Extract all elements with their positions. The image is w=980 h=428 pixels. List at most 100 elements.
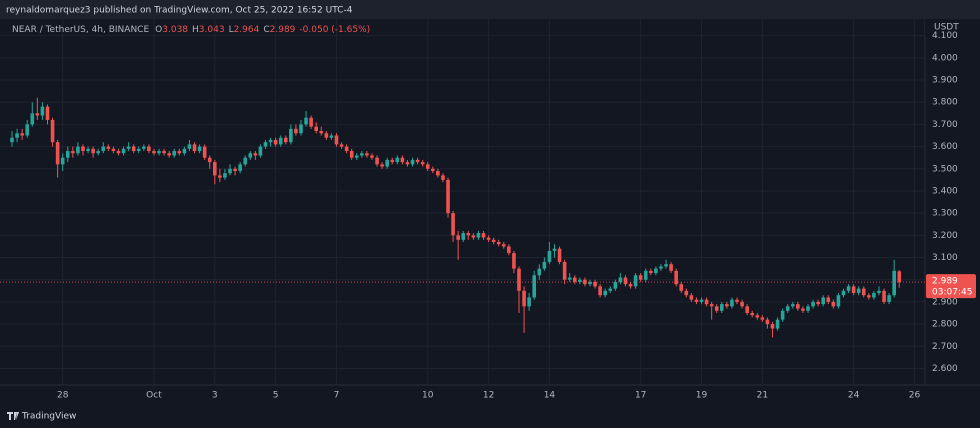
candle-body xyxy=(370,155,374,158)
candle-body xyxy=(40,106,45,116)
candle-body xyxy=(537,268,542,276)
candle-body xyxy=(877,290,881,294)
candle-body xyxy=(425,164,430,169)
candle-body xyxy=(126,146,131,149)
candle-body xyxy=(806,306,810,311)
candle-body xyxy=(385,159,389,167)
candle-body xyxy=(263,142,268,147)
candle-body xyxy=(334,135,339,145)
candle-body xyxy=(527,297,531,307)
candle-body xyxy=(289,128,293,143)
candle-body xyxy=(887,295,891,302)
candle-body xyxy=(456,235,460,240)
candle-body xyxy=(415,159,420,163)
candle-body xyxy=(496,242,501,245)
y-tick-label: 2.800 xyxy=(932,320,958,330)
candle-body xyxy=(659,266,663,269)
candle-body xyxy=(466,233,471,236)
y-tick-label: 2.900 xyxy=(932,297,958,307)
candle-body xyxy=(598,286,602,296)
candle-body xyxy=(567,277,572,280)
candle-body xyxy=(583,279,587,285)
candle-body xyxy=(101,146,106,152)
candle-body xyxy=(501,244,506,247)
x-tick-label: 3 xyxy=(212,391,218,401)
countdown: 03:07:45 xyxy=(932,288,972,298)
candle-body xyxy=(248,153,253,158)
candle-body xyxy=(197,146,202,152)
candle-body xyxy=(25,124,30,136)
candle-body xyxy=(517,268,521,291)
candle-body xyxy=(649,270,653,274)
candle-body xyxy=(725,304,729,307)
candle-body xyxy=(116,151,121,154)
candles xyxy=(10,97,902,338)
candle-body xyxy=(35,113,40,116)
y-tick-label: 2.700 xyxy=(932,342,958,352)
candle-body xyxy=(339,144,344,147)
legend: NEAR / TetherUS, 4h, BINANCE O3.038 H3.043… xyxy=(12,25,370,35)
candle-body xyxy=(121,148,126,154)
ohlc-label: O xyxy=(155,25,162,35)
last-price-box xyxy=(926,274,976,299)
candle-body xyxy=(375,157,379,165)
candle-body xyxy=(836,295,841,307)
candle-body xyxy=(96,151,100,154)
candle-body xyxy=(790,304,795,307)
y-tick-label: 3.900 xyxy=(932,76,958,86)
candle-body xyxy=(268,139,273,143)
candle-body xyxy=(638,275,643,280)
candle-body xyxy=(867,295,871,298)
candle-body xyxy=(785,306,790,311)
currency: USDT xyxy=(934,23,959,33)
candle-body xyxy=(91,148,95,154)
candle-body xyxy=(15,133,19,138)
candle-body xyxy=(897,271,902,283)
symbol: NEAR / TetherUS, 4h, BINANCE xyxy=(12,25,149,35)
candle-body xyxy=(162,151,166,154)
candle-body xyxy=(20,133,24,136)
candle-body xyxy=(821,297,825,305)
candle-body xyxy=(578,279,582,282)
x-tick-label: 12 xyxy=(483,391,494,401)
candle-body xyxy=(882,290,886,302)
candle-body xyxy=(714,306,719,311)
candle-body xyxy=(253,153,258,156)
candle-body xyxy=(618,277,623,282)
candle-body xyxy=(50,119,55,143)
candle-body xyxy=(30,113,35,125)
candle-body xyxy=(750,313,755,316)
candle-body xyxy=(167,153,171,156)
candle-body xyxy=(278,137,283,145)
candle-body xyxy=(147,146,151,152)
candle-body xyxy=(192,144,197,152)
candle-body xyxy=(45,106,50,120)
ohlc-value: 2.964 xyxy=(234,25,260,35)
candle-body xyxy=(360,153,364,156)
x-tick-label: 26 xyxy=(909,391,921,401)
candle-body xyxy=(395,157,400,163)
ohlc-label: H xyxy=(192,25,199,35)
candle-body xyxy=(446,179,450,214)
candle-body xyxy=(643,270,648,280)
candle-body xyxy=(365,153,369,156)
x-tick-label: 19 xyxy=(696,391,708,401)
candle-body xyxy=(801,308,805,311)
candle-body xyxy=(557,248,562,262)
candle-body xyxy=(390,159,395,163)
candle-body xyxy=(740,301,744,307)
candle-body xyxy=(131,146,136,152)
candle-body xyxy=(76,146,80,154)
y-tick-label: 3.800 xyxy=(932,98,958,108)
candle-body xyxy=(669,264,673,271)
candle-body xyxy=(892,270,896,296)
brand: TradingView xyxy=(21,412,76,422)
y-tick-label: 3.600 xyxy=(932,142,958,152)
candle-body xyxy=(841,290,846,296)
candle-body xyxy=(851,286,856,294)
candle-body xyxy=(486,237,491,240)
candle-body xyxy=(735,299,739,302)
candle-body xyxy=(572,277,577,282)
candle-body xyxy=(461,233,466,240)
